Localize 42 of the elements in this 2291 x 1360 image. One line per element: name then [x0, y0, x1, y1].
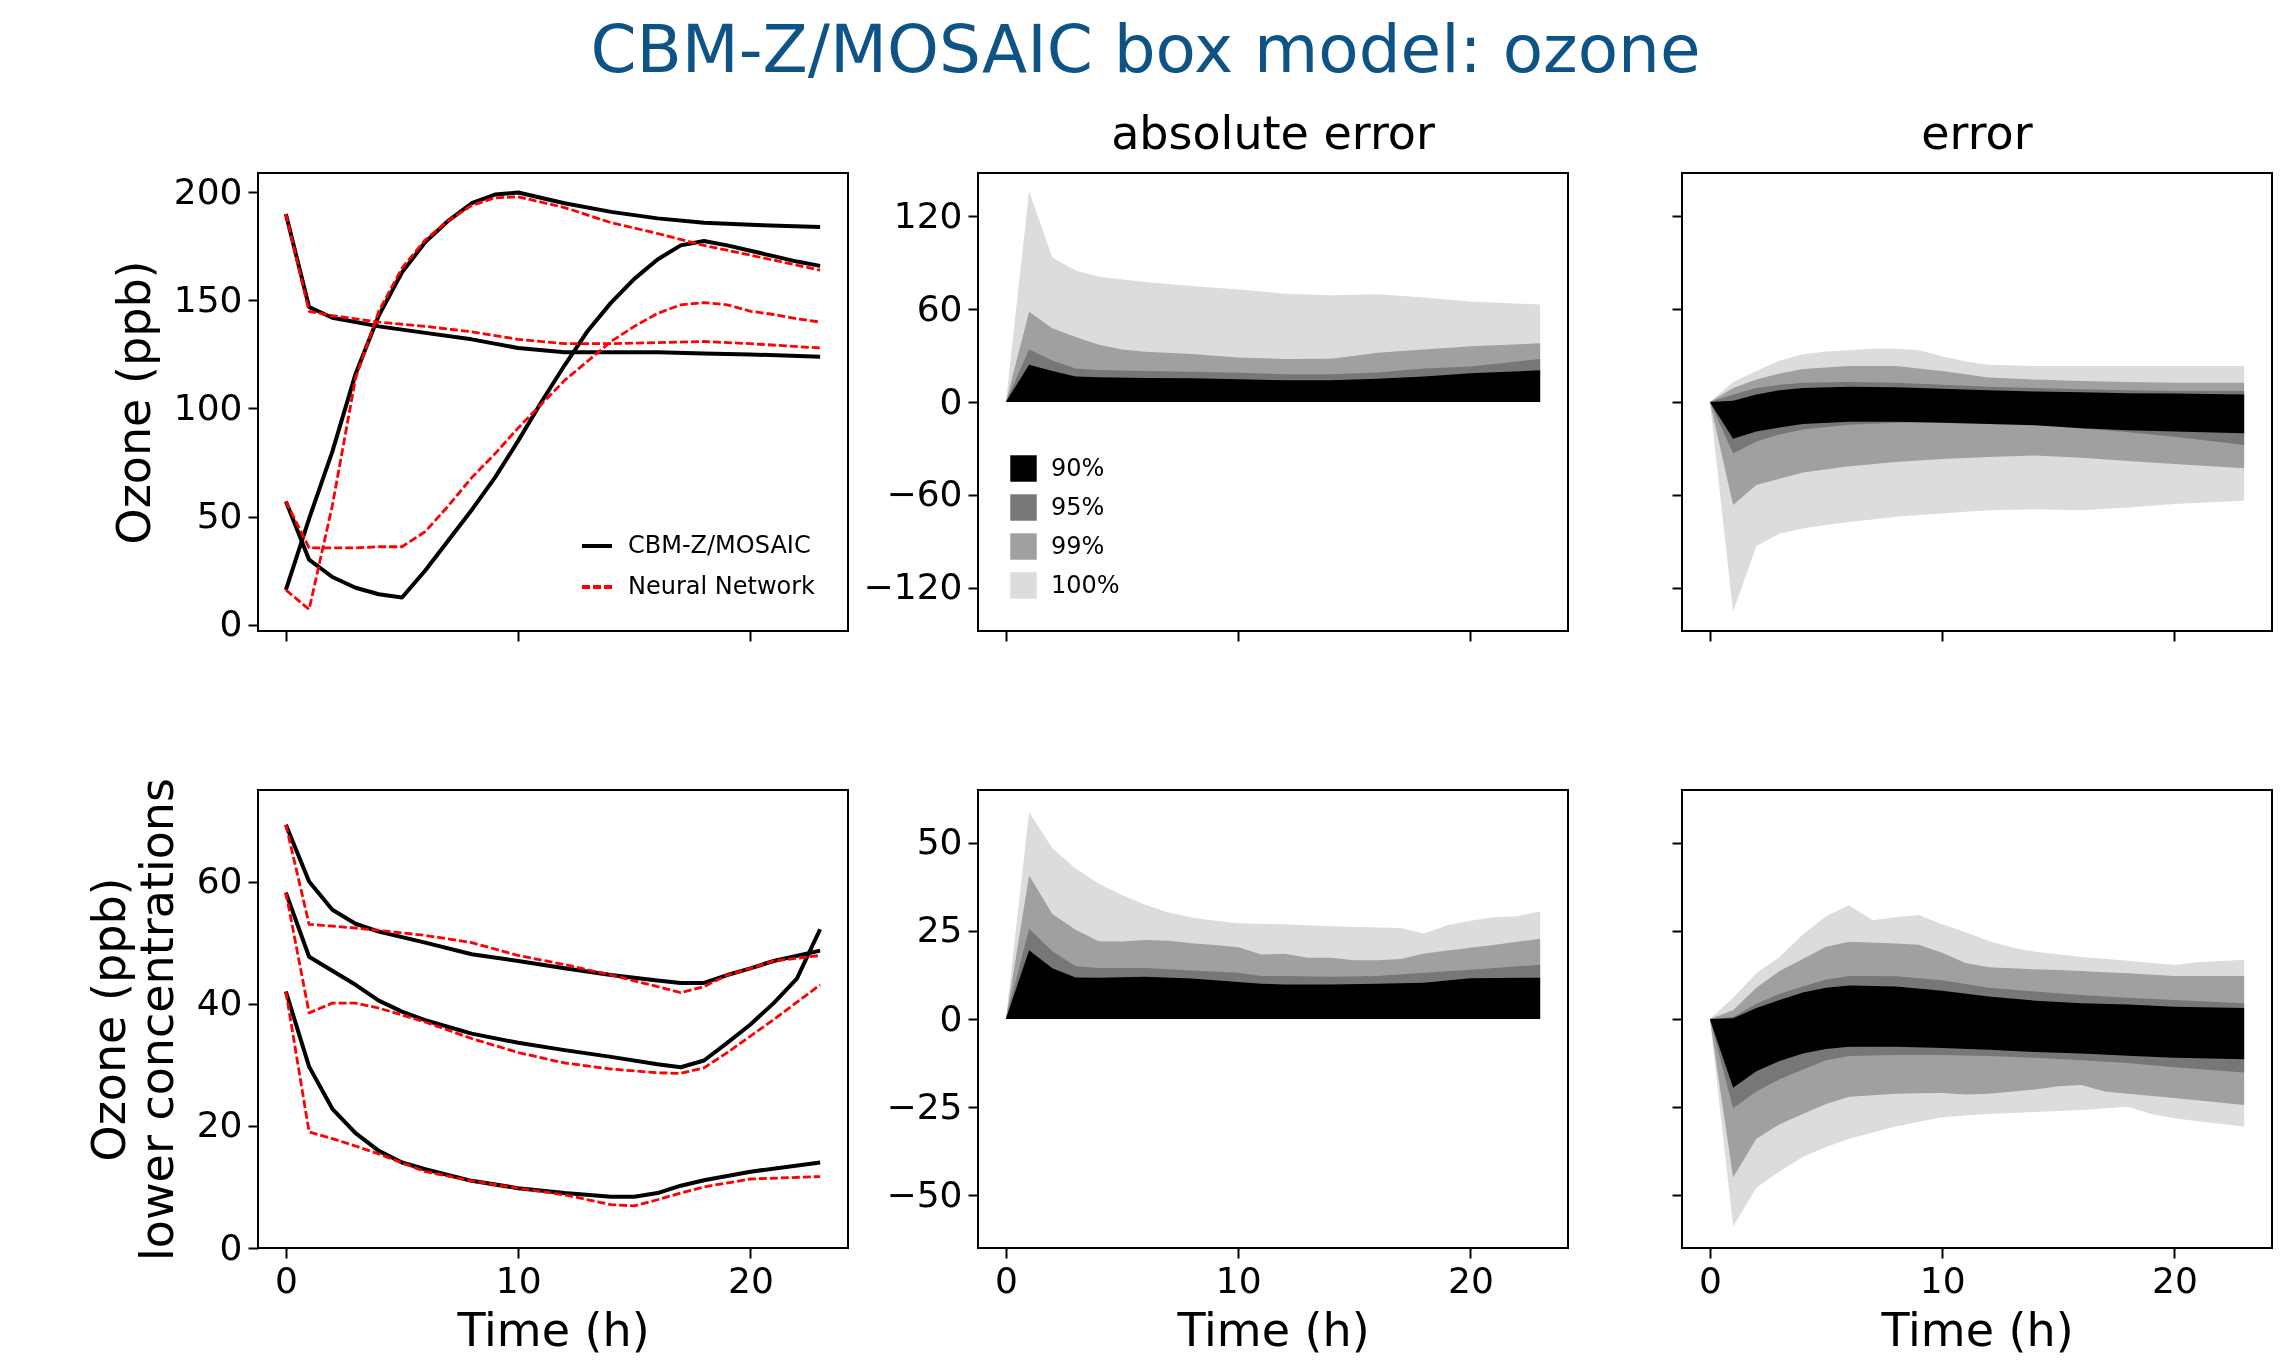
x-tick-label: 0: [274, 1259, 298, 1301]
y-tick-label: 60: [916, 287, 963, 329]
y-tick-label: −60: [886, 473, 963, 515]
y-tick-label: 50: [196, 495, 243, 536]
y-tick-label: 120: [893, 194, 963, 236]
y-tick-label: 60: [196, 860, 243, 902]
x-tick-label: 20: [2152, 1259, 2198, 1301]
y-tick-label: 50: [916, 821, 963, 863]
y-tick-label: 150: [173, 278, 243, 320]
y-tick-label: 0: [219, 1226, 243, 1268]
x-axis-title: Time (h): [456, 1302, 650, 1357]
x-tick-label: 0: [994, 1259, 1018, 1301]
y-tick-label: −50: [886, 1173, 963, 1215]
y-tick-label: 0: [219, 603, 243, 645]
x-tick-label: 10: [1919, 1259, 1966, 1301]
chart-title: absolute error: [1111, 106, 1435, 160]
legend-label: 99%: [1051, 531, 1105, 560]
y-tick-label: 0: [939, 380, 963, 422]
x-tick-label: 10: [1215, 1259, 1262, 1301]
y-tick-label: 0: [939, 997, 963, 1039]
y-tick-label: 25: [916, 909, 963, 951]
y-axis-title: Ozone (ppb) lower concentrations: [81, 778, 184, 1261]
y-tick-label: 20: [196, 1104, 243, 1146]
y-tick-label: −120: [863, 566, 963, 608]
legend-label: CBM-Z/MOSAIC: [628, 531, 811, 559]
text: CBM-Z/MOSAIC box model: ozone: [589, 10, 1702, 90]
x-axis-title: Time (h): [1176, 1302, 1370, 1357]
x-tick-label: 20: [1448, 1259, 1494, 1301]
x-tick-label: 0: [1698, 1259, 1722, 1301]
legend-label: 100%: [1051, 570, 1120, 599]
legend-label: 95%: [1051, 492, 1105, 521]
y-tick-label: 40: [196, 982, 243, 1024]
legend-label: 90%: [1051, 453, 1105, 482]
y-tick-label: 200: [173, 170, 243, 212]
x-tick-label: 20: [728, 1259, 774, 1301]
legend-label: Neural Network: [628, 572, 816, 600]
y-axis-title: Ozone (ppb): [106, 260, 161, 545]
x-tick-label: 10: [495, 1259, 542, 1301]
chart-title: error: [1921, 106, 2033, 160]
y-tick-label: −25: [886, 1085, 963, 1127]
y-tick-label: 100: [173, 386, 243, 428]
x-axis-title: Time (h): [1880, 1302, 2074, 1357]
